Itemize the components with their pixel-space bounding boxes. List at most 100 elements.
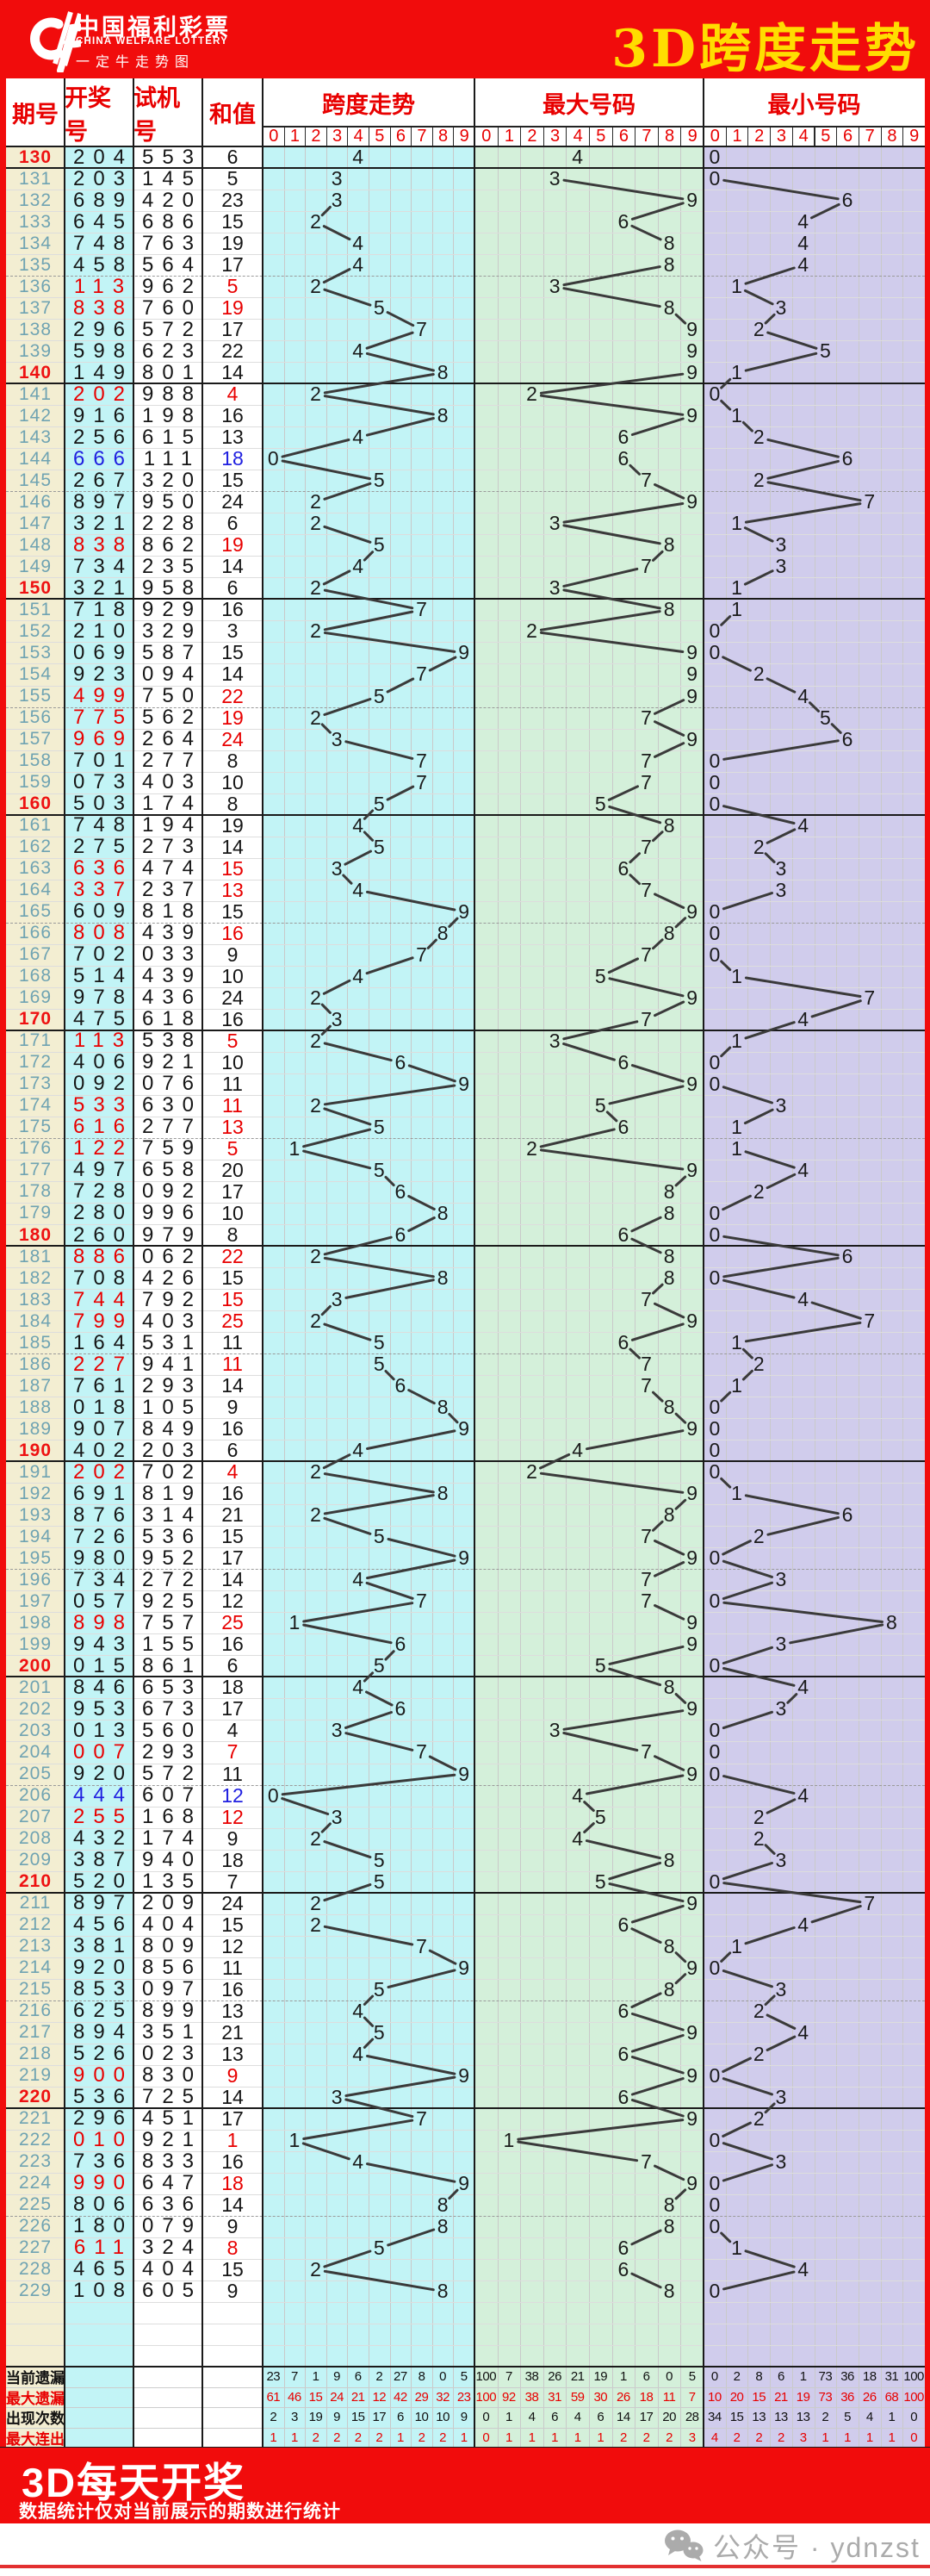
max-value: 4 [572, 1439, 584, 1462]
row-period: 170 [18, 1009, 53, 1030]
min-value: 4 [797, 1783, 809, 1807]
row-draw-number: 978 [72, 986, 134, 1010]
span-value: 4 [352, 1439, 364, 1462]
stat-value: 36 [840, 2389, 854, 2405]
digit-header: 8 [431, 127, 455, 146]
row-period: 185 [18, 1332, 53, 1353]
span-value: 5 [373, 533, 385, 557]
span-value: 3 [331, 856, 343, 880]
digit-header: 0 [474, 127, 499, 146]
min-value: 1 [731, 1331, 742, 1354]
row-test-number: 750 [141, 684, 203, 708]
row-period: 227 [18, 2237, 53, 2258]
row-sum: 5 [226, 275, 239, 298]
min-value: 7 [864, 1310, 876, 1333]
row-test-number: 203 [141, 1438, 203, 1462]
row-test-number: 801 [141, 360, 203, 384]
row-divider [6, 2345, 925, 2346]
span-value: 9 [458, 2171, 470, 2194]
stat-value: 2 [755, 2430, 763, 2445]
row-sum: 25 [221, 1611, 244, 1634]
min-value: 3 [775, 2085, 787, 2108]
row-period: 174 [18, 1095, 53, 1116]
row-test-number: 228 [141, 511, 203, 535]
stat-value: 2 [270, 2410, 277, 2425]
row-sum: 17 [221, 253, 244, 277]
row-draw-number: 894 [72, 2020, 134, 2044]
row-divider [6, 1418, 925, 1420]
row-draw-number: 645 [72, 209, 134, 233]
span-value: 9 [458, 641, 470, 664]
digit-header: 5 [369, 127, 391, 146]
max-value: 9 [686, 1891, 698, 1914]
stat-value: 1 [888, 2430, 896, 2445]
row-period: 186 [18, 1353, 53, 1374]
max-value: 2 [526, 1136, 537, 1160]
row-period: 137 [18, 297, 53, 318]
max-value: 9 [686, 1956, 698, 1979]
max-value: 3 [549, 512, 561, 535]
span-value: 7 [416, 1740, 427, 1764]
span-value: 8 [437, 404, 449, 427]
span-value: 4 [352, 1676, 364, 1699]
row-divider [6, 1827, 925, 1829]
row-test-number: 941 [141, 1352, 203, 1376]
stat-value: 9 [460, 2410, 468, 2425]
stat-value: 59 [570, 2389, 585, 2405]
span-value: 4 [352, 232, 364, 255]
max-value: 7 [641, 1353, 652, 1376]
row-test-number: 958 [141, 576, 203, 600]
row-test-number: 198 [141, 403, 203, 427]
span-value: 6 [394, 1179, 406, 1203]
max-value: 7 [641, 749, 652, 772]
stat-value: 2 [354, 2430, 362, 2445]
stat-value: 30 [593, 2389, 608, 2405]
row-draw-number: 920 [72, 1956, 134, 1980]
stat-value: 17 [372, 2410, 387, 2425]
span-value: 3 [331, 1288, 343, 1311]
stat-value: 24 [330, 2389, 344, 2405]
row-test-number: 564 [141, 252, 203, 277]
row-divider [6, 1957, 925, 1958]
stat-value: 2 [733, 2369, 741, 2385]
decade-divider [0, 1029, 930, 1031]
row-sum: 12 [221, 1590, 244, 1613]
stat-value: 2 [375, 2369, 383, 2385]
decade-divider [0, 2106, 930, 2109]
max-value: 5 [594, 1805, 606, 1828]
row-sum: 11 [222, 1072, 243, 1095]
row-draw-number: 775 [72, 706, 134, 730]
row-draw-number: 943 [72, 1632, 134, 1656]
row-period: 204 [18, 1741, 53, 1762]
stat-value: 12 [372, 2389, 387, 2405]
min-value: 0 [709, 619, 721, 643]
row-test-number: 094 [141, 662, 203, 686]
row-period: 222 [18, 2130, 53, 2150]
row-test-number: 403 [141, 1309, 203, 1333]
row-draw-number: 799 [72, 1309, 134, 1333]
row-period: 163 [18, 858, 53, 879]
row-draw-number: 734 [72, 554, 134, 578]
row-period: 224 [18, 2173, 53, 2193]
row-test-number: 436 [141, 986, 203, 1010]
gridline-v [497, 146, 499, 2448]
row-test-number: 403 [141, 770, 203, 794]
row-divider [6, 728, 925, 730]
row-test-number: 264 [141, 727, 203, 751]
row-draw-number: 897 [72, 1891, 134, 1915]
row-draw-number: 636 [72, 856, 134, 880]
min-value: 1 [731, 361, 742, 384]
stat-value: 26 [617, 2389, 630, 2405]
row-draw-number: 748 [72, 813, 134, 837]
row-draw-number: 018 [72, 1395, 134, 1419]
footer-subtitle: 数据统计仅对当前展示的期数进行统计 [19, 2502, 341, 2522]
stat-value: 8 [755, 2369, 763, 2385]
row-draw-number: 876 [72, 1503, 134, 1527]
stat-value: 11 [662, 2389, 676, 2405]
span-value: 2 [310, 576, 321, 600]
row-draw-number: 113 [73, 274, 133, 298]
max-value: 9 [686, 1072, 698, 1095]
min-value: 3 [775, 296, 787, 320]
span-value: 2 [310, 490, 321, 513]
